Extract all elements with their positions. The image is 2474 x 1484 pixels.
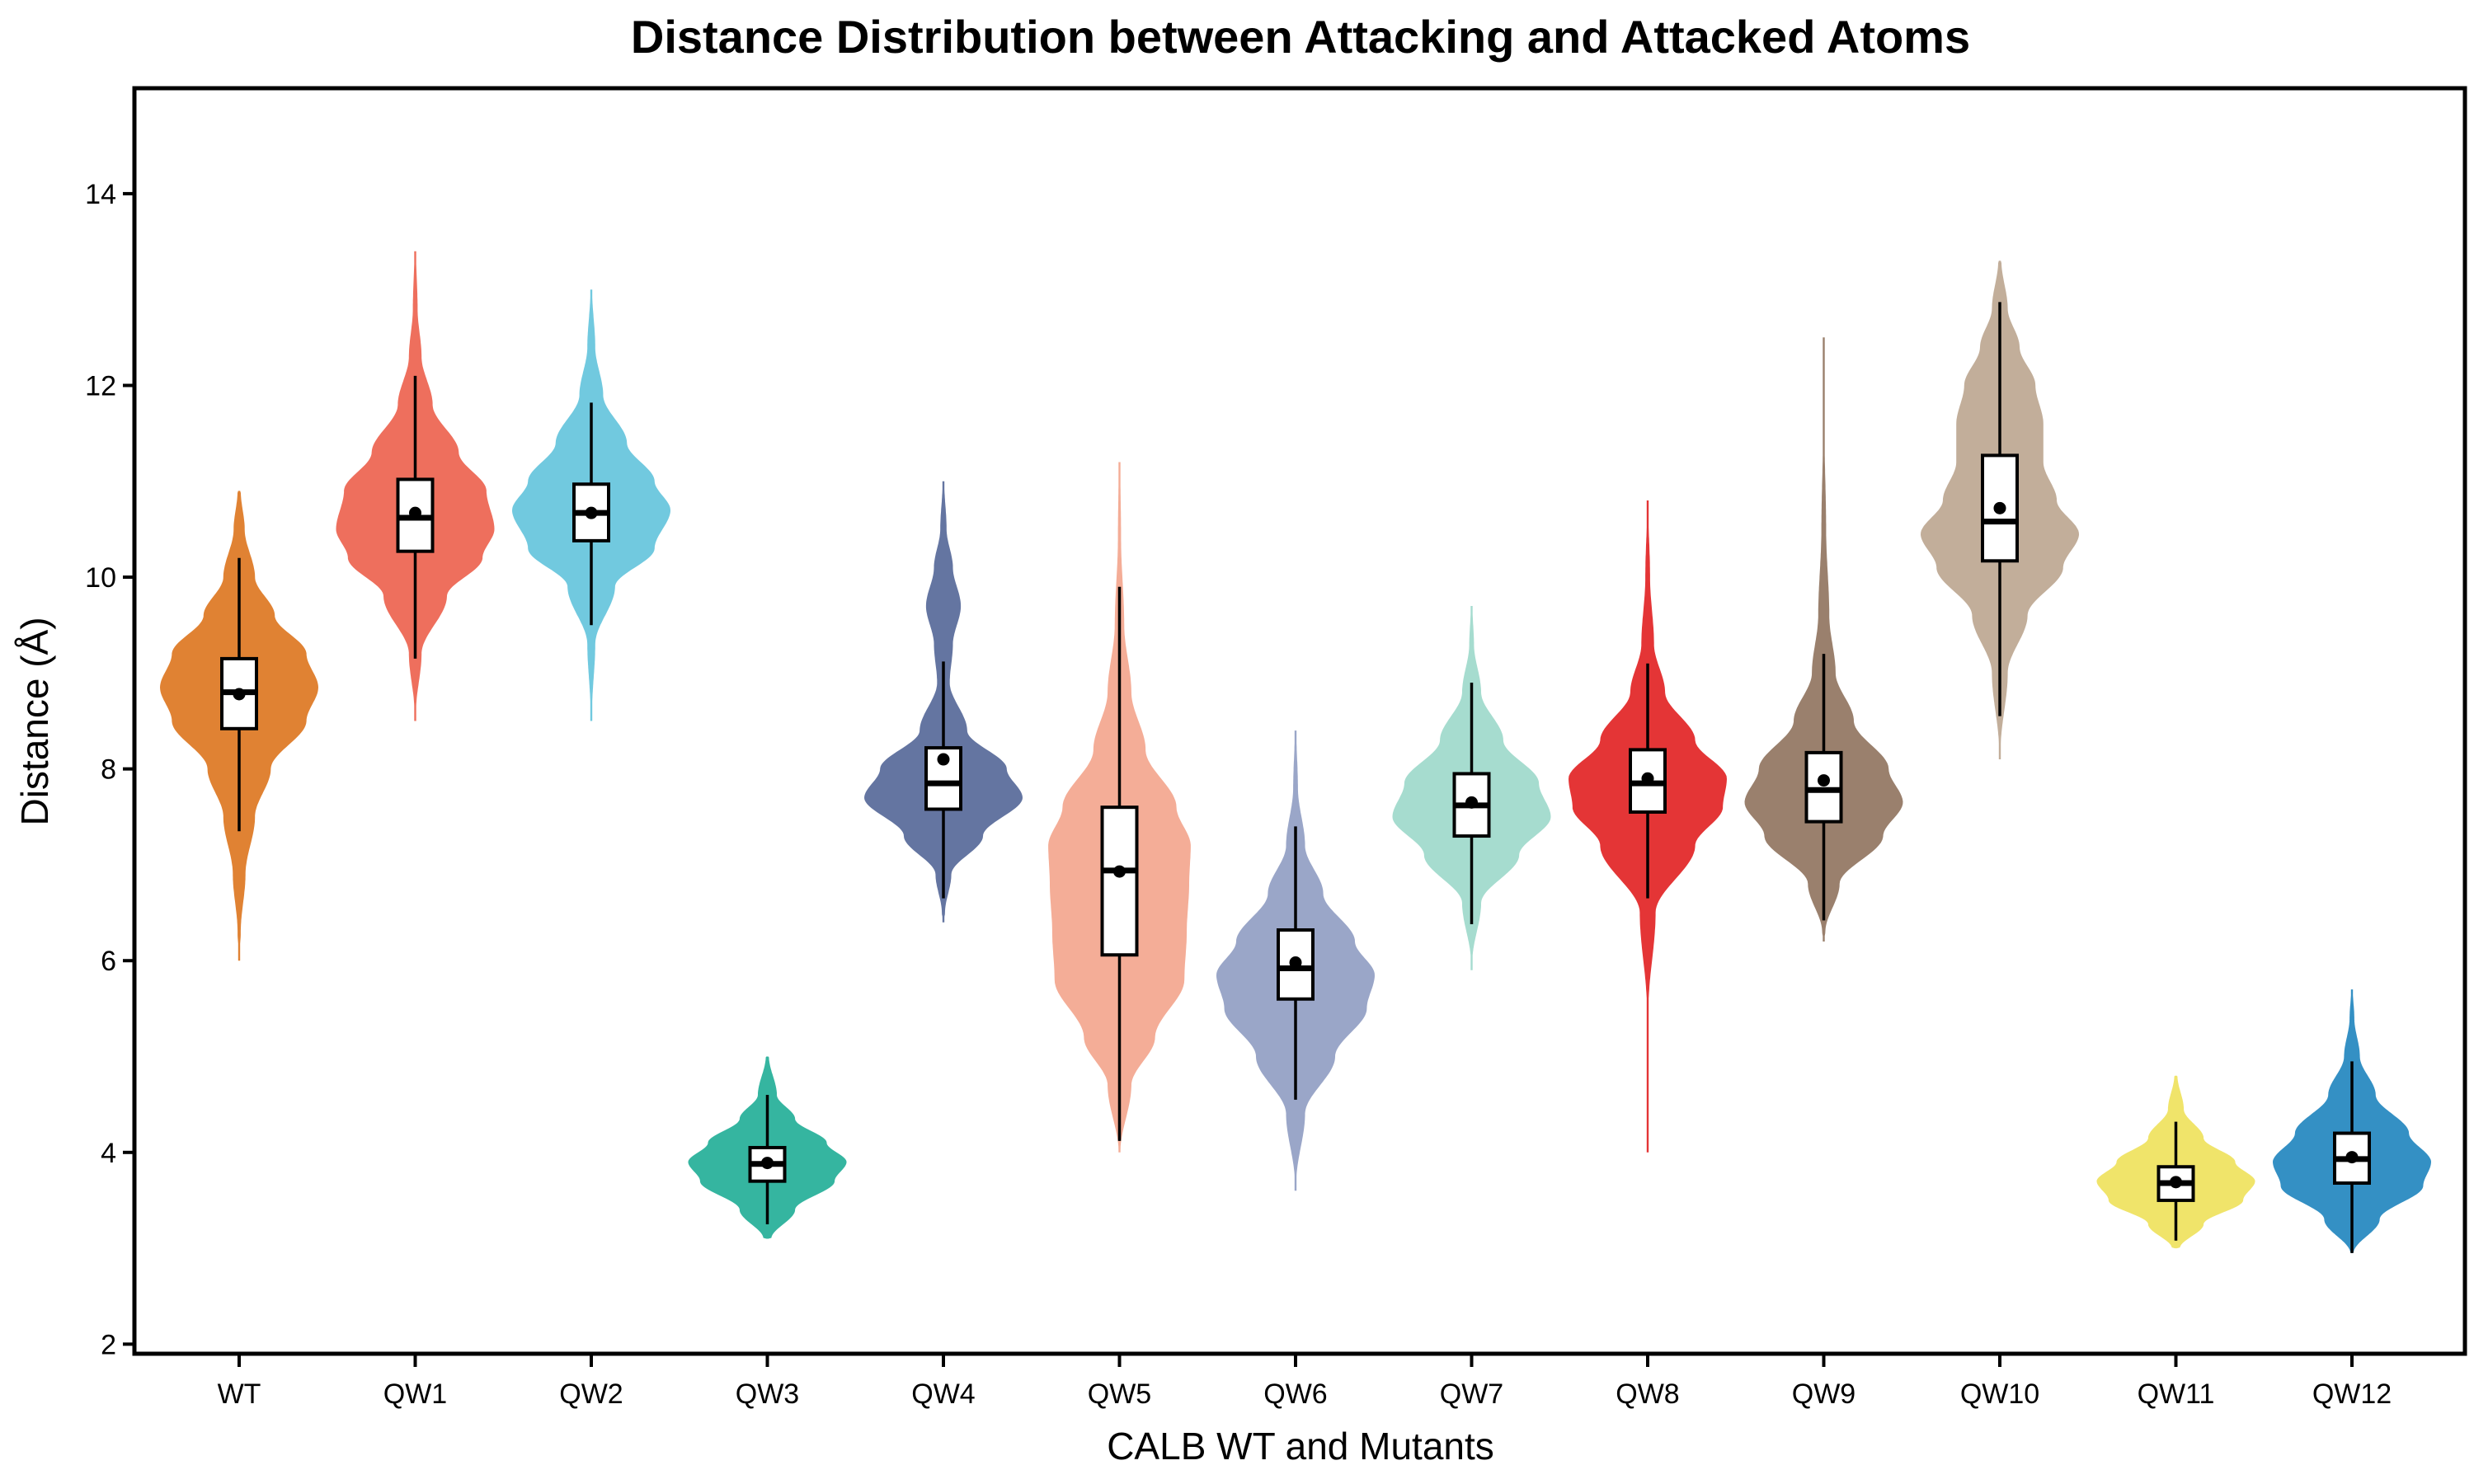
chart-title: Distance Distribution between Attacking … [631, 11, 1970, 63]
x-tick-label-qw12: QW12 [2312, 1378, 2392, 1410]
mean-point-qw1 [409, 506, 421, 519]
mean-point-qw7 [1465, 796, 1478, 809]
mean-point-qw9 [1818, 774, 1830, 787]
y-axis-label: Distance (Å) [13, 617, 56, 825]
x-tick-label-qw9: QW9 [1792, 1378, 1856, 1410]
mean-point-qw11 [2170, 1176, 2182, 1189]
mean-point-qw4 [937, 753, 950, 766]
mean-point-qw5 [1113, 865, 1126, 878]
mean-point-qw6 [1289, 956, 1302, 970]
x-tick-label-qw3: QW3 [736, 1378, 799, 1410]
x-tick-label-qw10: QW10 [1960, 1378, 2039, 1410]
mean-point-wt [233, 688, 246, 701]
y-tick-label-14: 14 [85, 179, 116, 210]
x-axis-label: CALB WT and Mutants [1107, 1425, 1494, 1468]
x-tick-label-qw1: QW1 [383, 1378, 447, 1410]
mean-point-qw3 [761, 1157, 774, 1170]
x-tick-label-qw2: QW2 [559, 1378, 623, 1410]
x-tick-label-qw4: QW4 [911, 1378, 975, 1410]
x-tick-label-wt: WT [218, 1378, 261, 1410]
y-tick-label-12: 12 [85, 370, 116, 402]
violin-qw9 [1744, 337, 1903, 942]
mean-point-qw2 [585, 506, 598, 519]
y-tick-label-2: 2 [101, 1329, 116, 1360]
y-axis: 2 4 6 8 10 12 14 [85, 179, 134, 1360]
x-tick-label-qw5: QW5 [1088, 1378, 1151, 1410]
box-qw5 [1100, 805, 1139, 957]
y-tick-label-6: 6 [101, 946, 116, 977]
y-tick-label-4: 4 [101, 1138, 116, 1169]
x-tick-label-qw6: QW6 [1263, 1378, 1327, 1410]
mean-point-qw10 [1993, 501, 2006, 514]
x-tick-label-qw7: QW7 [1440, 1378, 1503, 1410]
plot-area [160, 251, 2431, 1253]
x-tick-label-qw8: QW8 [1616, 1378, 1679, 1410]
mean-point-qw8 [1641, 772, 1654, 785]
x-axis: WT QW1 QW2 QW3 QW4 QW5 QW6 QW7 QW8 QW9 QW10 QW11 QW1… [218, 1354, 2392, 1410]
x-tick-label-qw11: QW11 [2138, 1378, 2215, 1410]
plot-frame [132, 86, 2467, 1356]
mean-point-qw12 [2345, 1151, 2359, 1164]
y-tick-label-10: 10 [85, 562, 116, 594]
y-tick-label-8: 8 [101, 754, 116, 786]
